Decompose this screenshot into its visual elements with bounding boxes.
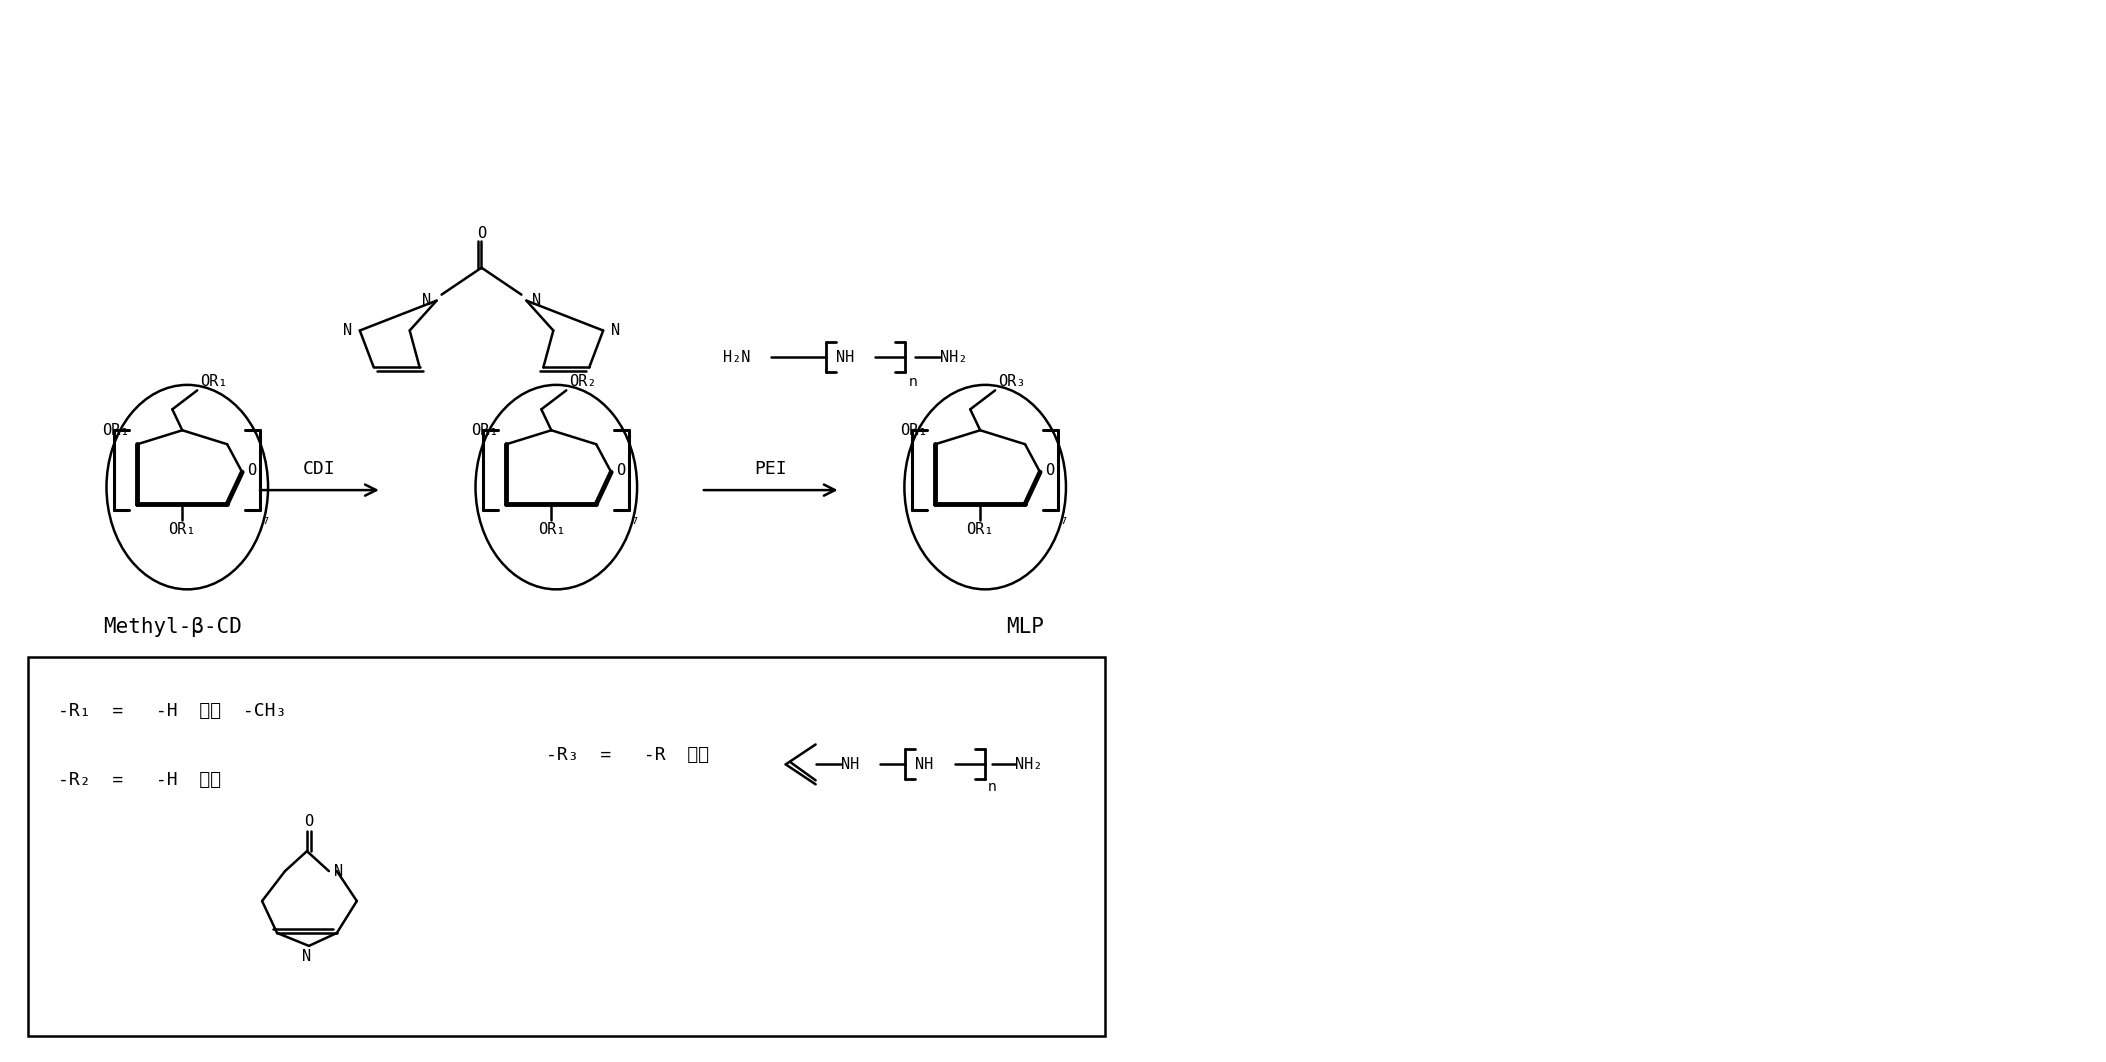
- Text: CDI: CDI: [303, 460, 335, 478]
- Text: OR₁: OR₁: [899, 424, 927, 439]
- Text: OR₃: OR₃: [998, 375, 1026, 390]
- Text: n: n: [988, 781, 996, 794]
- Text: O: O: [617, 463, 625, 478]
- Text: OR₁: OR₁: [101, 424, 128, 439]
- Text: OR₂: OR₂: [569, 375, 596, 390]
- Text: OR₁: OR₁: [168, 523, 196, 537]
- Text: OR₁: OR₁: [200, 375, 227, 390]
- Text: n: n: [908, 375, 916, 390]
- Text: N: N: [343, 323, 352, 338]
- Text: PEI: PEI: [754, 460, 788, 478]
- Text: N: N: [303, 949, 312, 964]
- Text: N: N: [421, 293, 432, 308]
- Text: OR₁: OR₁: [472, 424, 499, 439]
- Text: NH: NH: [836, 350, 853, 365]
- Text: H₂N: H₂N: [724, 350, 752, 365]
- Text: O: O: [1045, 463, 1055, 478]
- Text: NH: NH: [840, 757, 859, 772]
- Text: O: O: [305, 815, 314, 829]
- Text: O: O: [476, 226, 486, 241]
- Text: OR₁: OR₁: [967, 523, 994, 537]
- Text: NH₂: NH₂: [1015, 757, 1042, 772]
- Text: -R₃  =   -R  또는: -R₃ = -R 또는: [545, 747, 710, 765]
- Text: ₇: ₇: [632, 512, 638, 527]
- Text: -R₂  =   -H  또는: -R₂ = -H 또는: [57, 771, 221, 789]
- Text: N: N: [611, 323, 621, 338]
- FancyBboxPatch shape: [27, 656, 1106, 1035]
- Text: -R₁  =   -H  또는  -CH₃: -R₁ = -H 또는 -CH₃: [57, 702, 286, 720]
- Text: MLP: MLP: [1007, 617, 1045, 637]
- Text: N: N: [335, 863, 343, 878]
- Text: N: N: [533, 293, 541, 308]
- Text: OR₁: OR₁: [537, 523, 564, 537]
- Text: NH: NH: [916, 757, 933, 772]
- Text: ₇: ₇: [261, 512, 267, 527]
- Text: O: O: [246, 463, 257, 478]
- Text: NH₂: NH₂: [939, 350, 967, 365]
- Text: Methyl-β-CD: Methyl-β-CD: [103, 617, 242, 637]
- Text: ₇: ₇: [1059, 512, 1066, 527]
